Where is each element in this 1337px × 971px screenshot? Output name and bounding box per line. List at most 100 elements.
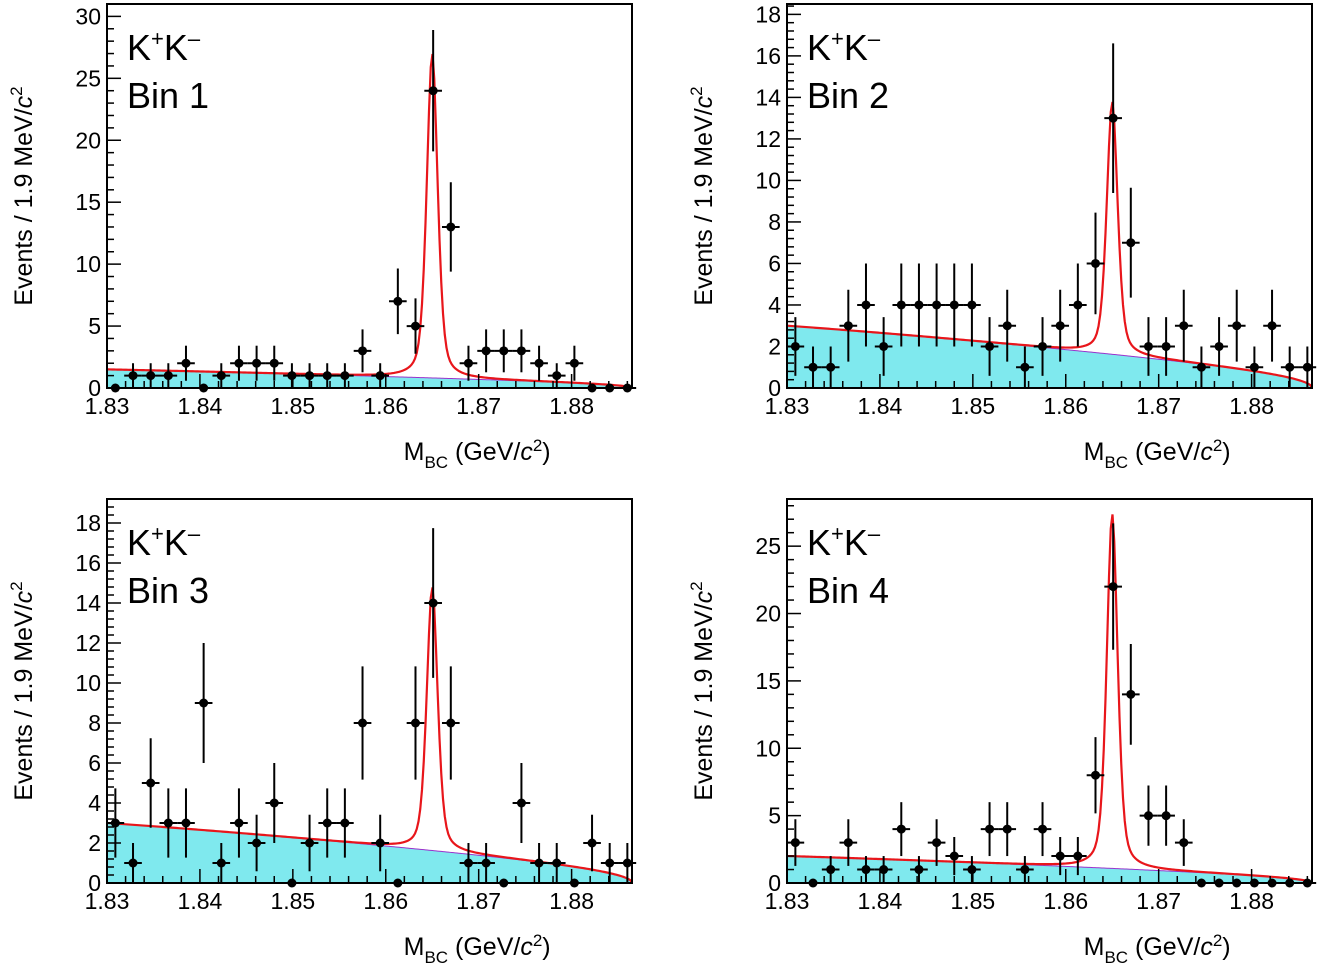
data-point [212, 843, 231, 883]
point-marker [1126, 689, 1136, 699]
point-marker [1285, 362, 1295, 372]
data-point [839, 289, 858, 362]
point-marker [410, 321, 420, 331]
data-point [547, 843, 566, 883]
data-point [318, 788, 337, 858]
data-point [1227, 289, 1246, 362]
y-tick-label: 20 [755, 601, 781, 627]
point-marker [914, 300, 924, 310]
y-tick-label: 16 [75, 550, 101, 576]
point-marker [269, 358, 279, 368]
y-axis-title: Events / 1.9 MeV/c2 [7, 86, 38, 305]
point-marker [790, 838, 800, 848]
point-marker [861, 865, 871, 875]
data-point [230, 345, 248, 381]
point-marker [1055, 851, 1065, 861]
data-point [106, 788, 125, 858]
data-points [786, 43, 1317, 388]
data-point [124, 363, 142, 388]
x-tick-label: 1.84 [178, 393, 223, 419]
panel-2: 1.83 1.84 1.85 1.86 1.87 1.88 0 2 4 6 8 10 12 14 16 18 M… [687, 1, 1317, 472]
plot-frame [786, 498, 1313, 884]
point-marker [985, 824, 995, 834]
point-marker [428, 86, 438, 96]
data-point [318, 363, 337, 388]
point-marker [287, 371, 297, 381]
data-point [406, 666, 425, 780]
data-point [1033, 802, 1052, 857]
y-tick-label: 25 [75, 65, 101, 91]
point-marker [808, 362, 818, 372]
data-point [1174, 289, 1193, 362]
point-marker [446, 718, 456, 728]
decay-label: K+K– [807, 26, 881, 68]
point-marker [516, 798, 526, 808]
data-point [406, 298, 425, 354]
data-point [459, 843, 478, 883]
y-tick-label: 8 [768, 209, 781, 235]
y-tick-label: 0 [768, 870, 781, 896]
point-marker [1126, 238, 1136, 248]
panel-label: Bin 4 [807, 570, 889, 611]
y-tick-label: 14 [755, 84, 781, 110]
data-point [336, 363, 354, 388]
x-tick-label: 1.85 [950, 393, 995, 419]
y-axis-title: Events / 1.9 MeV/c2 [7, 581, 38, 800]
fit-curve [107, 53, 632, 388]
x-tick-label: 1.88 [549, 888, 594, 914]
point-marker [1267, 321, 1277, 331]
point-marker [949, 851, 959, 861]
point-marker [949, 300, 959, 310]
point-marker [843, 321, 853, 331]
data-point [212, 363, 231, 388]
point-marker [410, 718, 420, 728]
point-marker [1214, 341, 1224, 351]
y-tick-label: 5 [768, 803, 781, 829]
data-point [441, 182, 460, 272]
point-marker [305, 838, 315, 848]
x-tick-label: 1.88 [549, 393, 594, 419]
point-marker [1196, 362, 1206, 372]
y-axis: 0 5 10 15 20 25 30 [75, 3, 121, 401]
point-marker [1038, 341, 1048, 351]
point-marker [446, 222, 456, 232]
point-marker [826, 865, 836, 875]
y-tick-label: 2 [768, 333, 781, 359]
point-marker [1179, 838, 1189, 848]
panel-1: 1.83 1.84 1.85 1.86 1.87 1.88 0 5 10 15 20 25 30 MBC … [7, 3, 637, 472]
data-point [1016, 346, 1034, 388]
y-tick-label: 10 [75, 251, 101, 277]
data-point [265, 345, 284, 381]
point-marker [985, 341, 995, 351]
point-marker [163, 818, 173, 828]
point-marker [605, 858, 615, 868]
data-point [839, 819, 858, 866]
y-tick-label: 6 [88, 750, 101, 776]
point-marker [516, 346, 526, 356]
point-marker [1108, 113, 1118, 123]
data-point [1139, 317, 1158, 376]
y-tick-label: 8 [88, 710, 101, 736]
point-marker [428, 598, 438, 608]
point-marker [358, 346, 368, 356]
point-marker [1090, 258, 1100, 268]
data-point [874, 317, 893, 376]
point-marker [1143, 341, 1153, 351]
point-marker [234, 358, 244, 368]
data-point [230, 788, 248, 858]
point-marker [463, 858, 473, 868]
data-point [980, 317, 999, 376]
data-point [1192, 346, 1211, 388]
data-point [459, 345, 478, 381]
decay-label: K+K– [807, 521, 881, 563]
data-point [477, 329, 495, 373]
y-tick-label: 12 [755, 126, 781, 152]
point-marker [163, 371, 173, 381]
point-marker [322, 818, 332, 828]
data-point [998, 289, 1017, 362]
data-point [194, 643, 213, 763]
x-axis: 1.83 1.84 1.85 1.86 1.87 1.88 [85, 869, 629, 914]
x-tick-label: 1.84 [858, 888, 903, 914]
point-marker [216, 858, 226, 868]
point-marker [252, 358, 262, 368]
